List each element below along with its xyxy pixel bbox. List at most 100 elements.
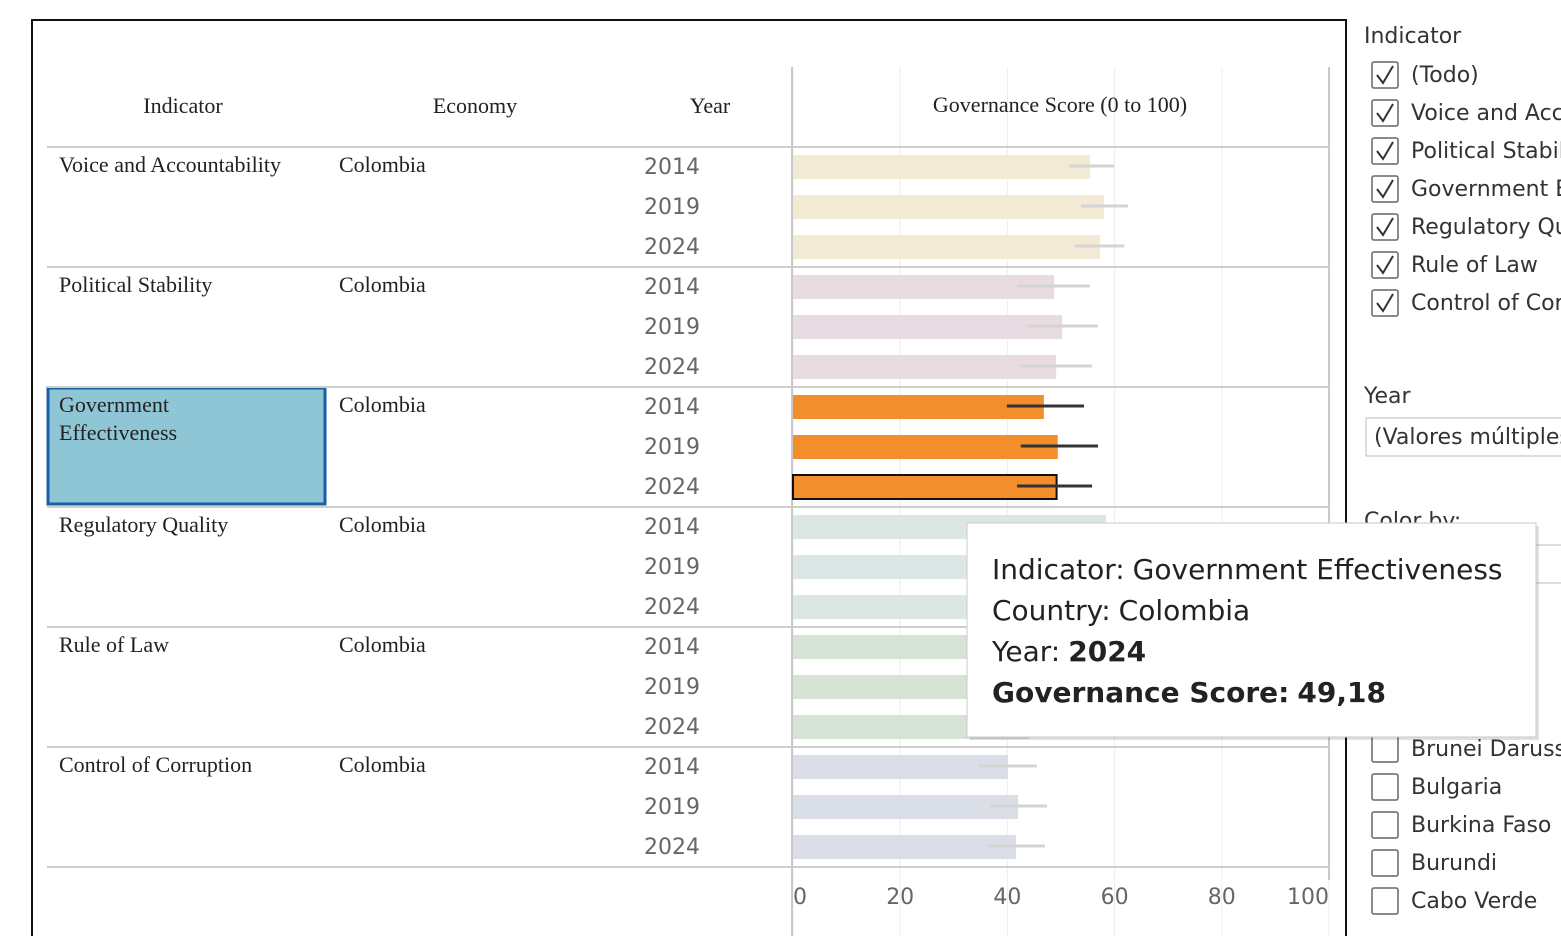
filter-item[interactable]: (Todo) (1411, 63, 1479, 88)
checkbox[interactable] (1371, 773, 1399, 801)
x-tick-label: 20 (886, 885, 914, 910)
filter-item[interactable]: Voice and Accountability (1411, 101, 1561, 126)
year-label: 2014 (644, 395, 700, 420)
year-label: 2019 (644, 315, 700, 340)
checkbox[interactable] (1371, 811, 1399, 839)
year-label: 2014 (644, 155, 700, 180)
bar[interactable] (793, 835, 1016, 859)
tooltip-box (966, 522, 1537, 738)
tooltip-line: Governance Score: 49,18 (992, 676, 1386, 709)
filter-item[interactable]: Bulgaria (1411, 775, 1502, 800)
sidebar: Indicator (Todo) Voice and Accountability P… (1363, 24, 1561, 915)
indicator-label[interactable]: Political Stability (59, 272, 212, 297)
economy-label[interactable]: Colombia (339, 512, 426, 537)
bar[interactable] (793, 395, 1044, 419)
year-label: 2024 (644, 595, 700, 620)
indicator-label[interactable]: Regulatory Quality (59, 512, 228, 537)
tooltip-value: 2024 (1068, 635, 1146, 668)
tooltip-line: Indicator: Government Effectiveness (992, 553, 1503, 586)
selected-cell[interactable] (46, 386, 327, 506)
year-label: 2024 (644, 355, 700, 380)
filter-item[interactable]: Regulatory Quality (1411, 215, 1561, 240)
indicator-label[interactable]: Voice and Accountability (59, 152, 281, 177)
checkmark (1376, 103, 1394, 123)
checkbox[interactable] (1371, 849, 1399, 877)
tooltip-label: Year: (991, 635, 1060, 668)
checkbox[interactable] (1371, 289, 1399, 317)
bar[interactable] (793, 355, 1057, 379)
bar[interactable] (793, 275, 1055, 299)
economy-label[interactable]: Colombia (339, 752, 426, 777)
dropdown[interactable] (1365, 417, 1561, 457)
filter-item[interactable]: Government Effectiveness (1411, 177, 1561, 202)
column-header: Indicator (143, 93, 223, 118)
bar[interactable] (793, 795, 1019, 819)
bar[interactable] (793, 155, 1090, 179)
checkmark (1376, 255, 1394, 275)
filter-title: Indicator (1364, 24, 1462, 49)
year-label: 2014 (644, 755, 700, 780)
tooltip-value: Government Effectiveness (1133, 553, 1503, 586)
filter-item[interactable]: Brunei Darussalam (1411, 737, 1561, 762)
checkbox[interactable] (1371, 213, 1399, 241)
tooltip-line: Year: 2024 (991, 635, 1146, 668)
bar[interactable] (793, 315, 1063, 339)
column-header: Economy (433, 93, 517, 118)
checkmark (1376, 65, 1394, 85)
x-axis-title: Governance Score (0 to 100) (933, 92, 1187, 117)
economy-label[interactable]: Colombia (339, 272, 426, 297)
year-label: 2014 (644, 275, 700, 300)
x-tick-label: 40 (993, 885, 1021, 910)
indicator-label[interactable]: Government Effectiveness (59, 392, 177, 445)
indicator-label[interactable]: Control of Corruption (59, 752, 252, 777)
tooltip-value: 49,18 (1297, 676, 1386, 709)
year-label: 2014 (644, 635, 700, 660)
tooltip-label: Indicator: (992, 553, 1125, 586)
economy-label[interactable]: Colombia (339, 392, 426, 417)
tooltip: Indicator: Government Effectiveness Countr… (966, 522, 1539, 740)
filter-item[interactable]: Cabo Verde (1411, 889, 1537, 914)
checkbox[interactable] (1371, 175, 1399, 203)
year-label: 2014 (644, 515, 700, 540)
bar[interactable] (793, 235, 1101, 259)
economy-label[interactable]: Colombia (339, 152, 426, 177)
tooltip-value: Colombia (1119, 594, 1251, 627)
filter-item[interactable]: Rule of Law (1411, 253, 1538, 278)
checkmark (1376, 141, 1394, 161)
economy-label[interactable]: Colombia (339, 632, 426, 657)
column-header: Year (690, 93, 731, 118)
tooltip-line: Country: Colombia (992, 594, 1250, 627)
x-tick-label: 80 (1208, 885, 1236, 910)
bar[interactable] (793, 435, 1058, 459)
filter-item[interactable]: Control of Corruption (1411, 291, 1561, 316)
checkbox[interactable] (1371, 251, 1399, 279)
bar[interactable] (793, 755, 1008, 779)
indicator-label[interactable]: Rule of Law (59, 632, 169, 657)
filter-item[interactable]: Burkina Faso (1411, 813, 1551, 838)
year-label: 2019 (644, 195, 700, 220)
checkmark (1376, 293, 1394, 313)
tooltip-label: Governance Score: (992, 676, 1289, 709)
checkmark (1376, 179, 1394, 199)
year-label: 2019 (644, 435, 700, 460)
x-tick-label: 0 (793, 885, 807, 910)
checkbox[interactable] (1371, 137, 1399, 165)
year-label: 2019 (644, 555, 700, 580)
checkbox[interactable] (1371, 99, 1399, 127)
x-tick-label: 100 (1287, 885, 1329, 910)
year-label: 2019 (644, 675, 700, 700)
year-label: 2019 (644, 795, 700, 820)
filter-title: Year (1363, 384, 1412, 409)
checkmark (1376, 217, 1394, 237)
bar[interactable] (793, 195, 1104, 219)
checkbox[interactable] (1371, 61, 1399, 89)
checkbox[interactable] (1371, 887, 1399, 915)
year-label: 2024 (644, 835, 700, 860)
worksheet-frame (31, 19, 1347, 936)
dropdown-value[interactable]: (Valores múltiples) (1374, 425, 1561, 450)
filter-item[interactable]: Political Stability (1411, 139, 1561, 164)
year-label: 2024 (644, 715, 700, 740)
x-tick-label: 60 (1101, 885, 1129, 910)
filter-item[interactable]: Burundi (1411, 851, 1497, 876)
